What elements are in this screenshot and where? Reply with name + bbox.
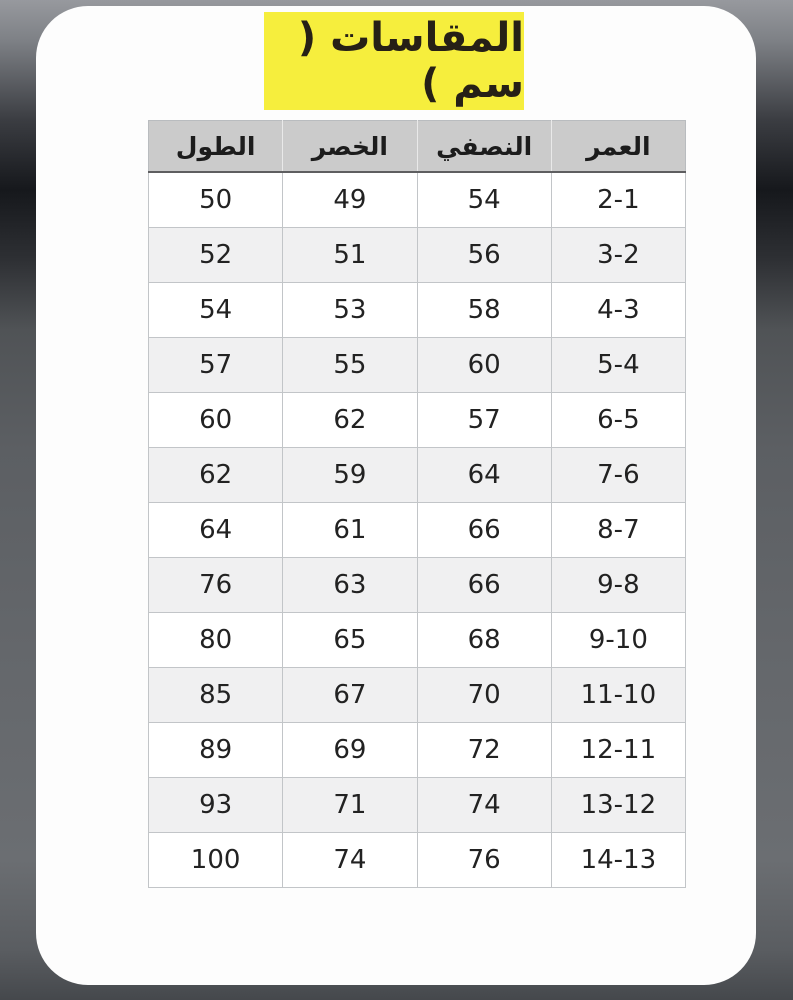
cell-age: 6-5 xyxy=(550,392,687,448)
cell-height: 57 xyxy=(147,337,284,393)
column-header-half: النصفي xyxy=(416,120,552,173)
cell-height: 52 xyxy=(147,227,284,283)
cell-height: 85 xyxy=(147,667,284,723)
cell-height: 80 xyxy=(147,612,284,668)
cell-age: 14-13 xyxy=(550,832,687,888)
cell-height: 54 xyxy=(147,282,284,338)
cell-half: 64 xyxy=(416,447,552,503)
chart-title: المقاسات ( سم ) xyxy=(264,12,524,110)
column-header-age: العمر xyxy=(550,120,687,173)
table-row: 80 65 68 9-10 xyxy=(147,612,687,668)
cell-half: 76 xyxy=(416,832,552,888)
cell-age: 12-11 xyxy=(550,722,687,778)
cell-waist: 61 xyxy=(282,502,418,558)
cell-waist: 55 xyxy=(282,337,418,393)
cell-age: 4-3 xyxy=(550,282,687,338)
size-table: الطول الخصر النصفي العمر 50 49 54 2-1 52 51 56 3-2… xyxy=(147,120,687,888)
cell-half: 54 xyxy=(416,171,552,228)
table-row: 60 62 57 6-5 xyxy=(147,392,687,448)
table-row: 64 61 66 8-7 xyxy=(147,502,687,558)
cell-waist: 62 xyxy=(282,392,418,448)
table-row: 54 53 58 4-3 xyxy=(147,282,687,338)
cell-waist: 71 xyxy=(282,777,418,833)
table-row: 52 51 56 3-2 xyxy=(147,227,687,283)
cell-waist: 59 xyxy=(282,447,418,503)
cell-height: 60 xyxy=(147,392,284,448)
cell-height: 89 xyxy=(147,722,284,778)
cell-height: 64 xyxy=(147,502,284,558)
cell-waist: 51 xyxy=(282,227,418,283)
cell-half: 58 xyxy=(416,282,552,338)
cell-age: 9-10 xyxy=(550,612,687,668)
table-row: 57 55 60 5-4 xyxy=(147,337,687,393)
column-header-height: الطول xyxy=(147,120,284,173)
table-row: 100 74 76 14-13 xyxy=(147,832,687,888)
header-row: الطول الخصر النصفي العمر xyxy=(147,120,687,173)
cell-half: 60 xyxy=(416,337,552,393)
cell-half: 66 xyxy=(416,557,552,613)
cell-waist: 74 xyxy=(282,832,418,888)
cell-half: 56 xyxy=(416,227,552,283)
cell-age: 3-2 xyxy=(550,227,687,283)
cell-half: 74 xyxy=(416,777,552,833)
cell-waist: 53 xyxy=(282,282,418,338)
cell-height: 100 xyxy=(147,832,284,888)
table-row: 85 67 70 11-10 xyxy=(147,667,687,723)
cell-half: 57 xyxy=(416,392,552,448)
cell-waist: 67 xyxy=(282,667,418,723)
cell-age: 9-8 xyxy=(550,557,687,613)
table-row: 62 59 64 7-6 xyxy=(147,447,687,503)
table-row: 76 63 66 9-8 xyxy=(147,557,687,613)
cell-height: 62 xyxy=(147,447,284,503)
cell-waist: 69 xyxy=(282,722,418,778)
size-chart-card: المقاسات ( سم ) الطول الخصر النصفي العمر 50… xyxy=(36,6,756,985)
table-row: 89 69 72 12-11 xyxy=(147,722,687,778)
cell-age: 13-12 xyxy=(550,777,687,833)
column-header-waist: الخصر xyxy=(282,120,418,173)
cell-half: 70 xyxy=(416,667,552,723)
cell-age: 8-7 xyxy=(550,502,687,558)
cell-height: 50 xyxy=(147,171,284,228)
cell-age: 11-10 xyxy=(550,667,687,723)
cell-waist: 49 xyxy=(282,171,418,228)
size-table-body: 50 49 54 2-1 52 51 56 3-2 54 53 58 4-3 57 55 60 5-4 60 62… xyxy=(147,171,687,888)
table-row: 93 71 74 13-12 xyxy=(147,777,687,833)
cell-waist: 63 xyxy=(282,557,418,613)
cell-height: 93 xyxy=(147,777,284,833)
size-table-header: الطول الخصر النصفي العمر xyxy=(147,120,687,173)
cell-age: 7-6 xyxy=(550,447,687,503)
cell-half: 66 xyxy=(416,502,552,558)
cell-waist: 65 xyxy=(282,612,418,668)
cell-half: 68 xyxy=(416,612,552,668)
table-row: 50 49 54 2-1 xyxy=(147,171,687,228)
cell-age: 5-4 xyxy=(550,337,687,393)
cell-age: 2-1 xyxy=(550,171,687,228)
cell-half: 72 xyxy=(416,722,552,778)
cell-height: 76 xyxy=(147,557,284,613)
